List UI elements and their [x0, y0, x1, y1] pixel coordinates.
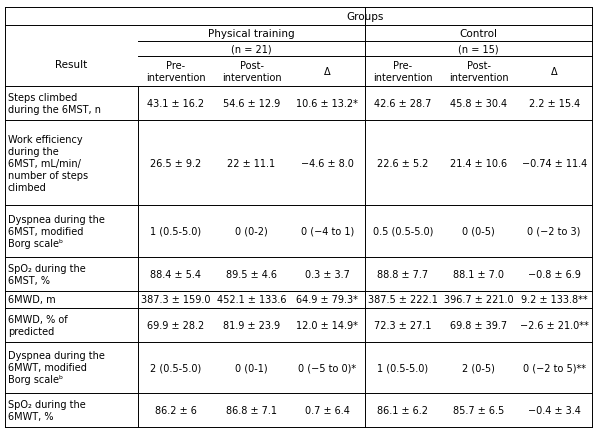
Text: (n = 21): (n = 21): [231, 44, 272, 54]
Text: −0.8 ± 6.9: −0.8 ± 6.9: [528, 269, 581, 279]
Text: 1 (0.5-5.0): 1 (0.5-5.0): [150, 227, 201, 237]
Text: 2.2 ± 15.4: 2.2 ± 15.4: [528, 99, 580, 109]
Text: 0 (−2 to 5)**: 0 (−2 to 5)**: [522, 362, 586, 372]
Text: Steps climbed
during the 6MST, n: Steps climbed during the 6MST, n: [8, 93, 101, 115]
Text: 387.5 ± 222.1: 387.5 ± 222.1: [368, 295, 438, 304]
Text: 54.6 ± 12.9: 54.6 ± 12.9: [223, 99, 280, 109]
Text: 45.8 ± 30.4: 45.8 ± 30.4: [450, 99, 507, 109]
Text: −0.4 ± 3.4: −0.4 ± 3.4: [528, 405, 581, 415]
Text: Post-
intervention: Post- intervention: [221, 61, 281, 83]
Text: Physical training: Physical training: [208, 29, 295, 39]
Text: Result: Result: [56, 59, 88, 69]
Text: 86.8 ± 7.1: 86.8 ± 7.1: [226, 405, 277, 415]
Text: 2 (0-5): 2 (0-5): [462, 362, 495, 372]
Text: 387.3 ± 159.0: 387.3 ± 159.0: [141, 295, 211, 304]
Text: 64.9 ± 79.3*: 64.9 ± 79.3*: [296, 295, 358, 304]
Text: Groups: Groups: [346, 12, 384, 22]
Text: 12.0 ± 14.9*: 12.0 ± 14.9*: [296, 320, 358, 330]
Text: 42.6 ± 28.7: 42.6 ± 28.7: [374, 99, 432, 109]
Text: 69.8 ± 39.7: 69.8 ± 39.7: [450, 320, 507, 330]
Text: Pre-
intervention: Pre- intervention: [146, 61, 205, 83]
Text: 10.6 ± 13.2*: 10.6 ± 13.2*: [296, 99, 358, 109]
Text: (n = 15): (n = 15): [458, 44, 499, 54]
Text: 72.3 ± 27.1: 72.3 ± 27.1: [374, 320, 432, 330]
Text: 0 (0-1): 0 (0-1): [235, 362, 268, 372]
Text: 2 (0.5-5.0): 2 (0.5-5.0): [150, 362, 201, 372]
Text: SpO₂ during the
6MST, %: SpO₂ during the 6MST, %: [8, 263, 86, 285]
Text: 86.2 ± 6: 86.2 ± 6: [155, 405, 197, 415]
Text: 88.8 ± 7.7: 88.8 ± 7.7: [377, 269, 429, 279]
Text: 0 (0-2): 0 (0-2): [235, 227, 268, 237]
Text: −0.74 ± 11.4: −0.74 ± 11.4: [522, 158, 587, 168]
Text: 81.9 ± 23.9: 81.9 ± 23.9: [223, 320, 280, 330]
Text: 88.1 ± 7.0: 88.1 ± 7.0: [453, 269, 504, 279]
Text: Pre-
intervention: Pre- intervention: [373, 61, 433, 83]
Text: Δ: Δ: [551, 67, 558, 77]
Text: 89.5 ± 4.6: 89.5 ± 4.6: [226, 269, 277, 279]
Text: 0 (−2 to 3): 0 (−2 to 3): [528, 227, 581, 237]
Text: 6MWD, % of
predicted: 6MWD, % of predicted: [8, 314, 67, 336]
Text: 43.1 ± 16.2: 43.1 ± 16.2: [147, 99, 204, 109]
Text: 86.1 ± 6.2: 86.1 ± 6.2: [377, 405, 428, 415]
Text: 21.4 ± 10.6: 21.4 ± 10.6: [450, 158, 507, 168]
Text: 452.1 ± 133.6: 452.1 ± 133.6: [217, 295, 286, 304]
Text: Work efficiency
during the
6MST, mL/min/
number of steps
climbed: Work efficiency during the 6MST, mL/min/…: [8, 135, 88, 192]
Text: Δ: Δ: [324, 67, 331, 77]
Text: 0 (0-5): 0 (0-5): [462, 227, 495, 237]
Text: 85.7 ± 6.5: 85.7 ± 6.5: [453, 405, 504, 415]
Text: Post-
intervention: Post- intervention: [449, 61, 508, 83]
Text: 22.6 ± 5.2: 22.6 ± 5.2: [377, 158, 429, 168]
Text: 88.4 ± 5.4: 88.4 ± 5.4: [150, 269, 201, 279]
Text: 0 (−5 to 0)*: 0 (−5 to 0)*: [298, 362, 356, 372]
Text: SpO₂ during the
6MWT, %: SpO₂ during the 6MWT, %: [8, 399, 86, 421]
Text: 0.5 (0.5-5.0): 0.5 (0.5-5.0): [373, 227, 433, 237]
Text: 396.7 ± 221.0: 396.7 ± 221.0: [444, 295, 513, 304]
Text: 0.7 ± 6.4: 0.7 ± 6.4: [304, 405, 350, 415]
Text: Dyspnea during the
6MWT, modified
Borg scaleᵇ: Dyspnea during the 6MWT, modified Borg s…: [8, 350, 105, 384]
Text: 0 (−4 to 1): 0 (−4 to 1): [300, 227, 354, 237]
Text: Dyspnea during the
6MST, modified
Borg scaleᵇ: Dyspnea during the 6MST, modified Borg s…: [8, 215, 105, 249]
Text: 22 ± 11.1: 22 ± 11.1: [227, 158, 276, 168]
Text: 6MWD, m: 6MWD, m: [8, 295, 56, 304]
Text: 26.5 ± 9.2: 26.5 ± 9.2: [150, 158, 201, 168]
Text: 1 (0.5-5.0): 1 (0.5-5.0): [377, 362, 429, 372]
Text: 0.3 ± 3.7: 0.3 ± 3.7: [304, 269, 350, 279]
Text: Control: Control: [460, 29, 497, 39]
Text: 9.2 ± 133.8**: 9.2 ± 133.8**: [521, 295, 587, 304]
Text: 69.9 ± 28.2: 69.9 ± 28.2: [147, 320, 204, 330]
Text: −4.6 ± 8.0: −4.6 ± 8.0: [301, 158, 353, 168]
Text: −2.6 ± 21.0**: −2.6 ± 21.0**: [520, 320, 589, 330]
